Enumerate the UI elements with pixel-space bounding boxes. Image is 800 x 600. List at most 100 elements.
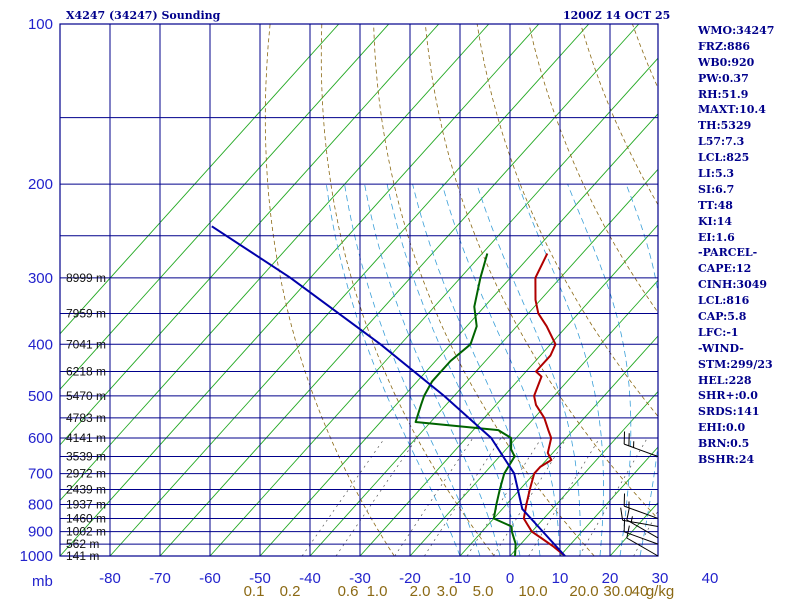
temperature-tick-label: 30: [652, 570, 669, 587]
index-entry: WB0:920: [698, 55, 755, 69]
mixing-ratio-line: [466, 437, 542, 556]
temperature-tick-label: 20: [602, 570, 619, 587]
mixing-ratio-line: [493, 437, 567, 556]
index-entry: SHR+:0.0: [698, 389, 758, 403]
index-entry: TH:5329: [698, 119, 752, 133]
index-entry: -PARCEL-: [698, 246, 758, 260]
mixing-ratio-label: 1.0: [367, 583, 388, 600]
wind-barb: [626, 507, 659, 539]
isotherm: [109, 24, 590, 556]
mixing-ratio-label: 10.0: [518, 583, 547, 600]
height-label: 2439 m: [66, 483, 106, 497]
barb-feather: [620, 507, 624, 521]
index-entry: EHI:0.0: [698, 421, 746, 435]
height-label: 3539 m: [66, 449, 106, 463]
height-label: 141 m: [66, 549, 99, 563]
index-entry: STM:299/23: [698, 357, 773, 371]
moist-adiabat: [325, 184, 461, 556]
index-entry: SI:6.7: [698, 182, 735, 196]
moist-adiabat: [660, 184, 703, 556]
index-entry: BSHR:24: [698, 453, 755, 467]
dry-adiabat: [264, 24, 395, 556]
pressure-tick-label: 500: [28, 388, 53, 405]
mixing-ratio-label: 40: [632, 583, 649, 600]
moist-adiabat: [517, 183, 604, 556]
moist-adiabat: [625, 183, 658, 556]
pressure-tick-label: 600: [28, 430, 53, 447]
pressure-tick-label: 100: [28, 16, 53, 33]
height-label: 7959 m: [66, 306, 106, 320]
temperature-tick-label: 10: [552, 570, 569, 587]
mixing-ratio-line: [578, 437, 648, 556]
pressure-tick-label: 800: [28, 496, 53, 513]
isotherm: [60, 24, 340, 335]
dewpoint-trace: [414, 253, 517, 556]
temperature-tick-label: -40: [299, 570, 321, 587]
height-label: 1937 m: [66, 497, 106, 511]
isotherm: [359, 224, 658, 556]
wind-barb: [626, 525, 659, 557]
moist-adiabat: [476, 183, 581, 556]
index-entry: FRZ:886: [698, 39, 751, 53]
barb-staff: [626, 537, 659, 557]
mixing-ratio-label: g/kg: [646, 583, 674, 600]
chart-title: X4247 (34247) Sounding: [66, 9, 221, 22]
isotherm: [209, 57, 658, 556]
isotherm: [60, 24, 490, 502]
isotherm: [259, 113, 658, 556]
index-entry: CAP:5.8: [698, 310, 747, 324]
mixing-ratio-label: 0.1: [244, 583, 265, 600]
parcel-trace: [211, 225, 566, 556]
temperature-tick-label: -80: [99, 570, 121, 587]
dry-adiabat: [788, 24, 800, 556]
temperature-trace: [522, 253, 566, 556]
plot-frame: [59, 23, 659, 557]
temperature-tick-label: -30: [349, 570, 371, 587]
index-entry: LFC:-1: [698, 325, 739, 339]
barb-staff: [624, 531, 659, 545]
height-label: 8999 m: [66, 271, 106, 285]
index-entry: LCL:825: [698, 151, 750, 165]
wind-barb: [623, 493, 659, 519]
height-label: 1460 m: [66, 511, 106, 525]
barb-staff: [624, 505, 659, 519]
mixing-ratio-label: 0.6: [338, 583, 359, 600]
height-label: 1002 m: [66, 525, 106, 539]
index-entry: TT:48: [698, 198, 733, 212]
temperature-tick-label: -10: [449, 570, 471, 587]
mixing-ratio-label: 0.2: [280, 583, 301, 600]
index-entry: HEL:228: [698, 373, 752, 387]
height-label: 6218 m: [66, 365, 106, 379]
index-entry: -WIND-: [698, 341, 744, 355]
height-label: 7041 m: [66, 337, 106, 351]
stability-indices: WMO:34247 FRZ:886 WB0:920 PW:0.37 RH:51.9 MAX…: [698, 23, 774, 468]
index-entry: MAXT:10.4: [698, 103, 766, 117]
x-unit-prefix: mb: [32, 573, 53, 590]
height-label: 562 m: [66, 537, 99, 551]
barb-feather: [626, 507, 630, 521]
index-entry: LI:5.3: [698, 167, 735, 181]
barb-staff: [622, 519, 659, 527]
pressure-tick-label: 1000: [20, 548, 53, 565]
temperature-tick-label: 0: [506, 570, 514, 587]
index-entry: CINH:3049: [698, 278, 768, 292]
mixing-ratio-label: 30.0: [603, 583, 632, 600]
moist-adiabat: [344, 184, 481, 556]
dry-adiabat: [320, 24, 495, 556]
mixing-ratio-line: [633, 510, 658, 556]
isotherm: [159, 24, 640, 556]
chart-timestamp: 1200Z 14 OCT 25: [563, 9, 671, 22]
pressure-tick-label: 700: [28, 466, 53, 483]
isotherm: [559, 446, 658, 556]
pressure-tick-label: 300: [28, 270, 53, 287]
mixing-ratio-line: [528, 437, 600, 556]
height-label: 5470 m: [66, 389, 106, 403]
barb-staff: [624, 443, 659, 457]
index-entry: RH:51.9: [698, 87, 749, 101]
isotherm: [60, 24, 540, 556]
moist-adiabat: [386, 184, 521, 556]
barb-feather: [626, 525, 630, 539]
index-entry: L57:7.3: [698, 135, 745, 149]
temperature-tick-label: -60: [199, 570, 221, 587]
isotherm: [60, 24, 440, 446]
